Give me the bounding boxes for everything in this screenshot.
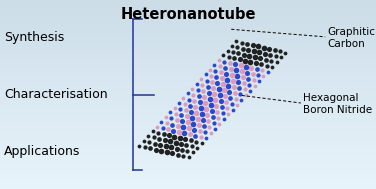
Text: Heteronanotube: Heteronanotube (120, 7, 256, 22)
Text: Characterisation: Characterisation (4, 88, 108, 101)
Text: Graphitic
Carbon: Graphitic Carbon (327, 27, 375, 49)
Text: Synthesis: Synthesis (4, 31, 64, 44)
Text: Applications: Applications (4, 145, 80, 158)
Text: Hexagonal
Boron Nitride: Hexagonal Boron Nitride (303, 93, 372, 115)
